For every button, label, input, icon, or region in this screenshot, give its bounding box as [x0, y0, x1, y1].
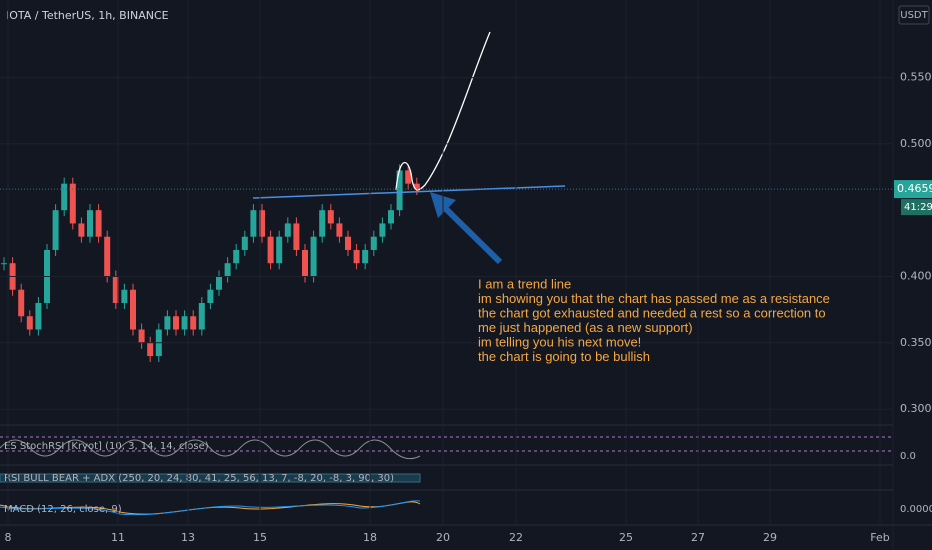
candle — [61, 183, 68, 211]
candle — [35, 303, 42, 330]
candle — [293, 223, 300, 250]
candle — [327, 210, 334, 224]
time-tick-label: 25 — [619, 531, 633, 544]
candle — [336, 223, 343, 237]
annotation-line: im showing you that the chart has passed… — [478, 291, 830, 306]
price-tick-label: 0.3000 — [900, 402, 932, 415]
candle — [302, 249, 308, 277]
time-tick-label: 13 — [181, 531, 195, 544]
macd-signal — [0, 501, 421, 515]
candle — [52, 210, 59, 250]
candle — [379, 223, 386, 237]
currency: USDT — [900, 10, 928, 21]
candle — [345, 236, 351, 250]
candle — [190, 316, 197, 330]
indicator-zero: 0.0000 — [900, 504, 932, 515]
candle — [112, 276, 119, 304]
candle — [310, 236, 317, 277]
candle — [164, 316, 171, 330]
last-price-box — [894, 180, 932, 199]
indicator-label: ES StochRSI [Kryot] (10, 3, 14, 14, clos… — [4, 441, 209, 452]
candle — [121, 289, 128, 304]
time-tick-label: 18 — [363, 531, 377, 544]
candle — [388, 210, 394, 224]
candle — [87, 210, 93, 237]
candle — [233, 249, 240, 264]
time-tick-label: 27 — [691, 531, 705, 544]
candle — [130, 289, 136, 330]
annotation-line: I am a trend line — [478, 276, 571, 291]
annotation-line: me just happened (as a new support) — [478, 320, 693, 335]
candle — [267, 236, 274, 264]
candle — [250, 210, 257, 237]
candle — [181, 316, 188, 330]
macd-line — [0, 500, 421, 516]
countdown-box — [901, 199, 932, 216]
candle — [413, 183, 420, 189]
candle — [319, 210, 326, 237]
trend-line — [252, 185, 566, 199]
candle — [405, 170, 412, 184]
candle — [138, 329, 145, 343]
time-tick-label: 11 — [111, 531, 125, 544]
candle — [173, 316, 179, 330]
last-price-label: 0.4659 — [897, 182, 932, 195]
annotation-line: im telling you his next move! — [478, 334, 641, 349]
candle — [147, 342, 154, 357]
candle — [26, 316, 33, 330]
rsi-band — [0, 473, 421, 483]
candle — [18, 289, 25, 317]
candle — [216, 276, 222, 290]
time-tick-label: 29 — [763, 531, 777, 544]
time-tick-label: 22 — [509, 531, 523, 544]
candle — [1, 263, 7, 265]
candle — [370, 236, 377, 250]
annotation-line: the chart is going to be bullish — [478, 349, 650, 364]
projection-curve — [395, 31, 491, 191]
candle — [198, 303, 205, 330]
candle — [224, 263, 231, 277]
candle — [362, 249, 369, 264]
indicator-zero: 0.0 — [900, 451, 916, 462]
time-tick-label: 15 — [253, 531, 267, 544]
candle — [241, 236, 248, 250]
symbol-title: IOTA / TetherUS, 1h, BINANCE — [6, 9, 169, 22]
currency-box — [898, 5, 930, 25]
annotation-line: the chart got exhausted and needed a res… — [478, 305, 826, 320]
stoch-line — [0, 439, 421, 460]
candle — [69, 183, 76, 224]
candle — [276, 236, 283, 264]
candle — [284, 223, 291, 237]
time-tick-label: Feb — [870, 531, 889, 544]
time-tick-label: 20 — [436, 531, 450, 544]
candle — [207, 289, 214, 304]
candle — [104, 236, 111, 277]
candle — [353, 249, 360, 264]
indicator-label: MACD (12, 26, close, 9) — [4, 504, 122, 515]
candle — [259, 210, 265, 237]
candles — [1, 164, 420, 363]
arrow-shaft — [442, 205, 503, 265]
time-tick-label: 8 — [5, 531, 12, 544]
candle — [396, 170, 403, 211]
indicator-label: RSI BULL BEAR + ADX (250, 20, 24, 80, 41… — [4, 473, 394, 484]
candle — [78, 223, 85, 237]
candle — [95, 210, 102, 237]
countdown: 41:29 — [904, 202, 932, 213]
